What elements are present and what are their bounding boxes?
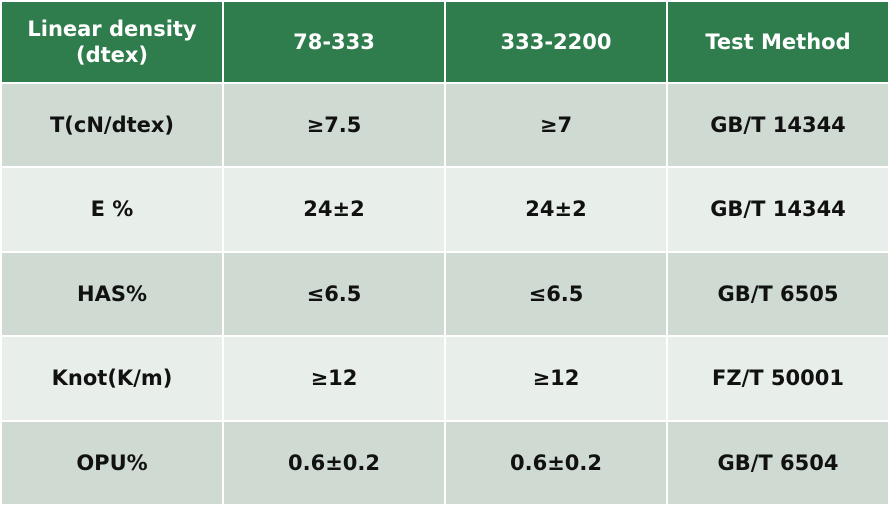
row-label: E %	[0, 166, 224, 253]
table-cell: 24±2	[444, 166, 668, 253]
table-row: E % 24±2 24±2 GB/T 14344	[0, 166, 888, 253]
table-cell: FZ/T 50001	[666, 335, 888, 422]
table-cell: 24±2	[222, 166, 446, 253]
row-label: Knot(K/m)	[0, 335, 224, 422]
table-cell: GB/T 14344	[666, 166, 888, 253]
table-cell: GB/T 6504	[666, 419, 888, 506]
table-cell: ≤6.5	[444, 250, 668, 338]
header-row: Linear density (dtex) 78-333 333-2200 Test …	[0, 0, 888, 84]
table-row: HAS% ≤6.5 ≤6.5 GB/T 6505	[0, 250, 888, 338]
table-row: Knot(K/m) ≥12 ≥12 FZ/T 50001	[0, 335, 888, 422]
table-cell: ≥12	[222, 335, 446, 422]
row-label: HAS%	[0, 250, 224, 338]
table-cell: ≥12	[444, 335, 668, 422]
header-cell: Test Method	[666, 0, 888, 84]
table-row: T(cN/dtex) ≥7.5 ≥7 GB/T 14344	[0, 81, 888, 169]
row-label: OPU%	[0, 419, 224, 506]
table-cell: 0.6±0.2	[444, 419, 668, 506]
header-cell: Linear density (dtex)	[0, 0, 224, 84]
header-cell: 333-2200	[444, 0, 668, 84]
table-cell: ≤6.5	[222, 250, 446, 338]
table-cell: GB/T 14344	[666, 81, 888, 169]
header-cell: 78-333	[222, 0, 446, 84]
table-row: OPU% 0.6±0.2 0.6±0.2 GB/T 6504	[0, 419, 888, 506]
table-cell: ≥7	[444, 81, 668, 169]
table-cell: GB/T 6505	[666, 250, 888, 338]
row-label: T(cN/dtex)	[0, 81, 224, 169]
table-cell: 0.6±0.2	[222, 419, 446, 506]
table-cell: ≥7.5	[222, 81, 446, 169]
